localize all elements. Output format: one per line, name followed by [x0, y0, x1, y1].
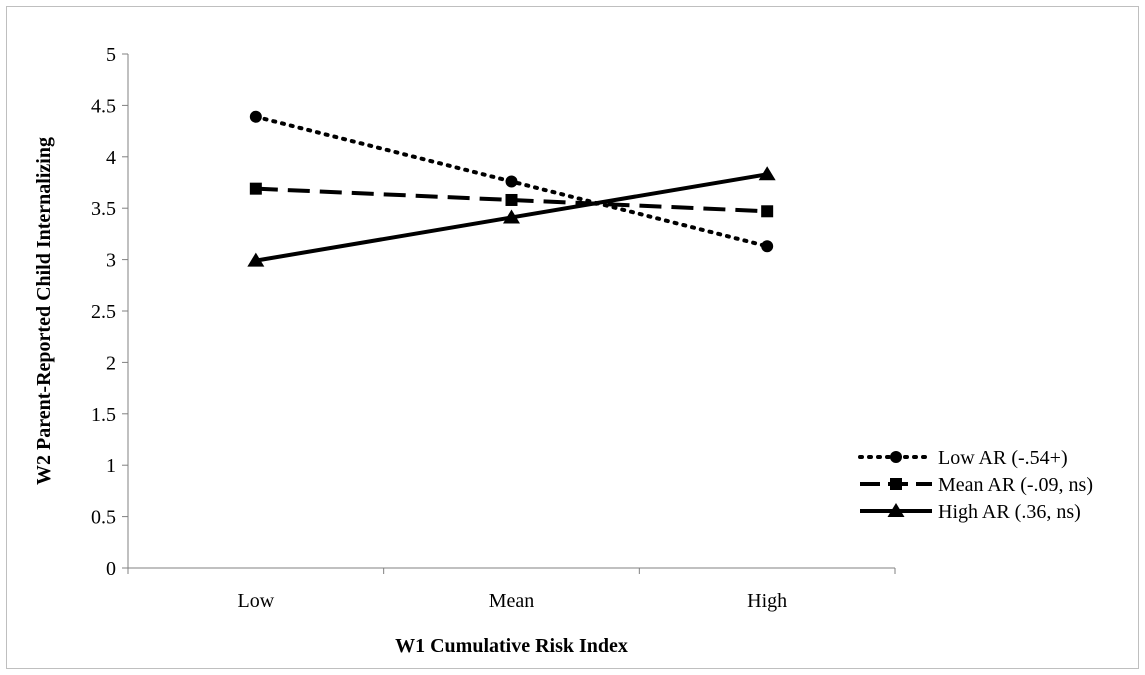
- y-axis-title: W2 Parent-Reported Child Internalizing: [33, 137, 55, 485]
- x-axis-ticks: Low Mean High: [127, 568, 896, 612]
- series-layer: [247, 110, 776, 267]
- y-tick-label: 3: [106, 250, 116, 272]
- series-2: [249, 182, 774, 218]
- data-point: [761, 205, 774, 218]
- x-axis-title: W1 Cumulative Risk Index: [395, 635, 628, 657]
- data-point: [249, 182, 262, 195]
- data-point: [505, 175, 518, 188]
- y-tick-label: 2: [106, 352, 116, 374]
- legend-label: Low AR (-.54+): [938, 447, 1068, 469]
- data-point: [505, 193, 518, 206]
- data-point: [503, 209, 520, 224]
- y-tick-label: 3.5: [91, 198, 116, 220]
- series-line: [255, 186, 768, 214]
- chart-frame: [6, 6, 1139, 669]
- legend-marker: [890, 451, 902, 463]
- legend-label: High AR (.36, ns): [938, 501, 1081, 523]
- legend-entry: Low AR (-.54+): [858, 447, 1068, 469]
- y-tick-label: 5: [106, 44, 116, 66]
- y-tick-label: 4: [106, 147, 116, 169]
- y-tick-label: 1: [106, 455, 116, 477]
- y-axis-ticks: 0 0.5 1 1.5 2 2.5 3 3.5 4 4.5 5: [91, 44, 128, 580]
- series-3: [247, 166, 776, 267]
- data-point: [758, 166, 776, 181]
- legend-entry: High AR (.36, ns): [860, 501, 1081, 523]
- x-tick-label: Low: [237, 590, 274, 612]
- data-point: [247, 252, 265, 267]
- legend-entry: Mean AR (-.09, ns): [860, 474, 1093, 496]
- y-tick-label: 2.5: [91, 301, 116, 323]
- series-1: [249, 110, 774, 253]
- x-tick-label: High: [747, 590, 787, 612]
- y-tick-label: 4.5: [91, 95, 116, 117]
- data-point: [249, 110, 262, 123]
- legend-marker: [890, 478, 902, 490]
- legend-marker: [887, 503, 905, 517]
- legend-label: Mean AR (-.09, ns): [938, 474, 1093, 496]
- data-point: [761, 240, 774, 253]
- y-tick-label: 0.5: [91, 507, 116, 529]
- y-tick-label: 1.5: [91, 404, 116, 426]
- x-tick-label: Mean: [489, 590, 535, 612]
- legend: Low AR (-.54+) Mean AR (-.09, ns) High AR …: [858, 447, 1093, 523]
- y-tick-label: 0: [106, 558, 116, 580]
